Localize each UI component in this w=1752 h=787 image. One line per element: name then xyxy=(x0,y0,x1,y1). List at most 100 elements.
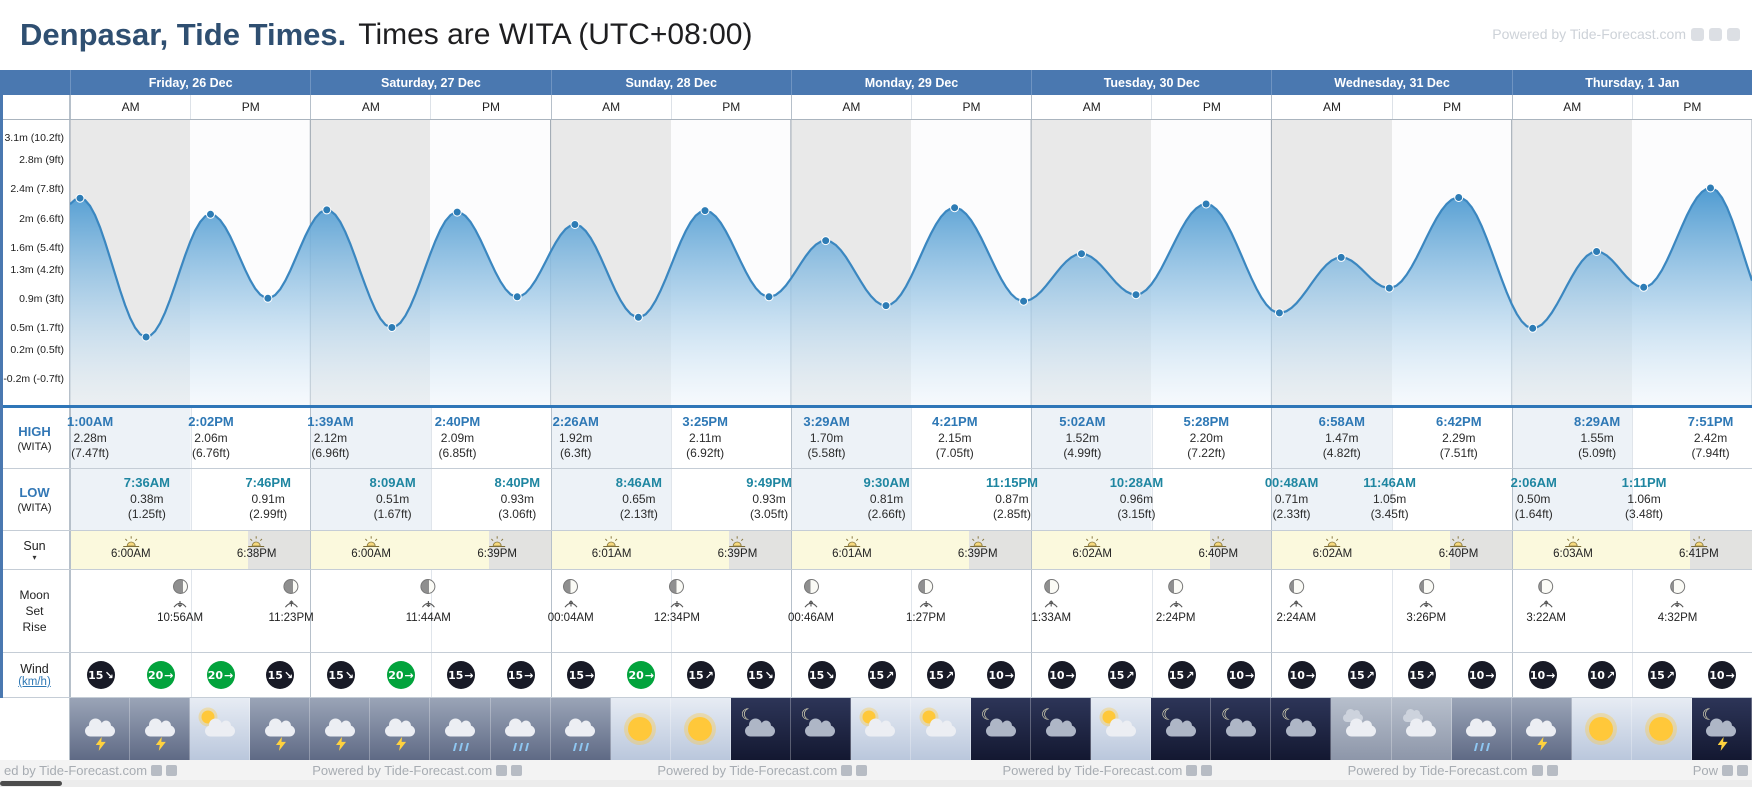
sunrise-time: 6:00AM xyxy=(351,548,391,560)
sunset-icon xyxy=(248,536,265,547)
lightning-icon xyxy=(1717,736,1728,751)
sunrise-entry: 6:03AM xyxy=(1553,535,1593,561)
high-tide-entry: 8:29AM 1.55m (5.09ft) xyxy=(1574,414,1620,462)
sunset-entry: 6:41PM xyxy=(1679,535,1719,561)
page-title: Denpasar, Tide Times. xyxy=(20,17,347,52)
sunset-time: 6:39PM xyxy=(717,548,758,560)
wind-badge: 15 ↗ xyxy=(1407,661,1436,689)
moon-set-icon xyxy=(1169,601,1183,608)
low-tide-row: LOW (WITA) 7:36AM 0.38m (1.25ft) 7:46PM 0.91… xyxy=(0,469,1752,531)
moon-arc-wrap xyxy=(1538,598,1554,608)
high-tide-entry: 1:39AM 2.12m (6.96ft) xyxy=(307,414,353,462)
wind-badge: 20 → xyxy=(387,661,415,689)
low-tide-entry: 7:36AM 0.38m (1.25ft) xyxy=(124,475,170,523)
wind-badge: 20 → xyxy=(146,661,175,689)
ampm-cell: AM PM xyxy=(1511,95,1752,119)
scrollbar-thumb[interactable] xyxy=(0,781,62,786)
high-tide-entry: 3:29AM 1.70m (5.58ft) xyxy=(803,414,849,462)
wind-speed: 15 xyxy=(1109,668,1125,682)
store-badge-icon xyxy=(496,764,508,776)
weather-day-cell: ☾ ☾ xyxy=(790,698,1032,760)
tide-height-ft: (6.85ft) xyxy=(438,446,477,461)
low-tide-time: 2:06AM xyxy=(1510,475,1557,490)
tide-height-m: 0.87m xyxy=(995,491,1029,506)
high-tide-day-cell: 1:00AM 2.28m (7.47ft) 2:02PM 2.06m (6.76ft) xyxy=(67,408,311,468)
low-tide-day-cell: 2:06AM 0.50m (1.64ft) 1:11PM 1.06m (3.48ft) xyxy=(1510,469,1752,530)
wind-day-cell: 10 → 15 ↗ 15 ↗ 10 → xyxy=(1031,653,1272,697)
tide-extreme-dot xyxy=(700,206,710,216)
low-tide-time: 9:49PM xyxy=(746,475,792,490)
day-header: Monday, 29 Dec xyxy=(790,70,1032,95)
tide-height-ft: (2.85ft) xyxy=(992,507,1031,522)
cloud-icon xyxy=(865,718,896,737)
wind-direction-arrow: → xyxy=(464,668,474,682)
moon-day-cell: 10:56AM 11:23PM xyxy=(70,570,314,652)
wind-badge: 15 → xyxy=(446,661,475,689)
weather-day-cell xyxy=(70,698,311,760)
tide-extreme-dot xyxy=(1019,296,1029,306)
moon-set-entry: 11:44AM xyxy=(406,579,451,624)
day-header: Friday, 26 Dec xyxy=(70,70,311,95)
moon-set-entry: 1:27PM xyxy=(906,579,946,624)
tide-height-ft: (6.76ft) xyxy=(191,446,230,461)
moon-set-icon xyxy=(919,601,933,608)
tide-extreme-dot xyxy=(1274,308,1284,318)
tide-extreme-dot xyxy=(263,293,273,303)
cloud-icon xyxy=(1225,718,1256,737)
low-tide-entry: 11:46AM 1.05m (3.45ft) xyxy=(1363,475,1416,523)
tide-extreme-dot xyxy=(570,220,580,229)
low-tide-time: 8:46AM xyxy=(615,475,663,490)
moon-icon: ☾ xyxy=(1701,705,1716,724)
tide-extreme-dot xyxy=(75,193,85,203)
wind-direction-arrow: → xyxy=(1065,668,1075,682)
ampm-cell: AM PM xyxy=(1031,95,1271,119)
store-badge-icon xyxy=(1186,764,1198,776)
cloud-icon xyxy=(324,718,355,737)
ampm-label-am: AM xyxy=(602,100,621,114)
store-badge-icon xyxy=(1201,764,1213,776)
chevron-down-icon[interactable]: ▾ xyxy=(32,552,37,562)
ampm-label-am: AM xyxy=(842,100,861,114)
weather-tile-partly xyxy=(1091,698,1152,760)
moon-rise-entry: 00:46AM xyxy=(788,579,834,624)
high-tide-time: 7:51PM xyxy=(1687,414,1734,429)
moon-phase-icon xyxy=(1288,579,1304,594)
tide-height-ft: (1.64ft) xyxy=(1514,507,1553,522)
tide-height-ft: (7.47ft) xyxy=(71,446,110,461)
horizontal-scrollbar[interactable] xyxy=(0,780,1752,787)
sun-icon xyxy=(628,717,653,741)
ampm-label-pm: PM xyxy=(1631,95,1752,119)
weather-tile-sun xyxy=(610,698,671,760)
wind-badge: 15 ↗ xyxy=(1348,661,1377,689)
moon-phase-icon xyxy=(420,579,436,594)
tide-curve-line xyxy=(70,186,1752,339)
cloud-icon xyxy=(384,718,415,737)
ampm-cell: AM PM xyxy=(310,95,550,119)
sun-day-cell: 6:02AM 6:40PM xyxy=(1031,531,1272,569)
day-header: Sunday, 28 Dec xyxy=(550,70,791,95)
cloud-icon xyxy=(1466,718,1497,737)
moon-rise-icon xyxy=(1044,600,1058,608)
tide-height-m: 1.92m xyxy=(559,430,593,445)
tide-height-m: 2.20m xyxy=(1189,430,1223,445)
wind-unit-link[interactable]: (km/h) xyxy=(18,676,51,688)
tide-height-m: 2.28m xyxy=(73,430,107,445)
y-axis-label: 2.8m (9ft) xyxy=(19,154,64,167)
wind-direction-arrow: ↗ xyxy=(704,668,714,682)
tide-height-m: 0.93m xyxy=(752,491,786,506)
tide-extreme-dot xyxy=(1592,247,1602,256)
y-axis-label: 3.1m (10.2ft) xyxy=(4,132,64,145)
moon-set-icon xyxy=(1671,601,1684,608)
footer-watermark: Powered by Tide-Forecast.com xyxy=(1348,763,1558,778)
sunrise-icon-wrap xyxy=(1072,535,1112,548)
low-tide-entry: 8:09AM 0.51m (1.67ft) xyxy=(370,475,416,523)
moon-phase-icon xyxy=(563,579,579,594)
tide-extreme-dot xyxy=(387,323,397,332)
wind-badge: 15 ↘ xyxy=(266,661,295,689)
cloud-icon xyxy=(1402,709,1423,723)
weather-tile-partly xyxy=(911,698,972,760)
moon-time: 4:32PM xyxy=(1657,612,1698,624)
wind-speed: 10 xyxy=(1228,668,1245,682)
weather-tile-storm xyxy=(1511,698,1572,760)
high-tide-entry: 3:25PM 2.11m (6.92ft) xyxy=(682,414,728,462)
